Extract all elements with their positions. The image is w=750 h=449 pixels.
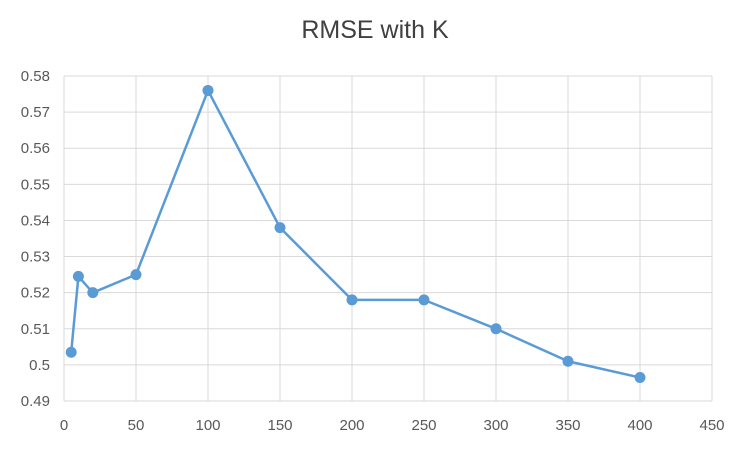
y-tick-label: 0.55: [21, 176, 50, 193]
y-tick-label: 0.57: [21, 104, 50, 121]
x-tick-label: 200: [339, 417, 364, 434]
y-tick-label: 0.52: [21, 285, 50, 302]
x-tick-label: 50: [128, 417, 145, 434]
x-tick-label: 450: [699, 417, 724, 434]
data-point: [562, 355, 574, 367]
data-point: [490, 323, 502, 335]
x-tick-label: 350: [555, 417, 580, 434]
x-tick-label: 100: [195, 417, 220, 434]
x-tick-label: 300: [483, 417, 508, 434]
data-series: [65, 84, 646, 384]
x-tick-label: 0: [60, 417, 68, 434]
data-point: [418, 294, 430, 306]
data-point: [634, 372, 646, 384]
x-tick-label: 150: [267, 417, 292, 434]
y-tick-label: 0.5: [29, 357, 50, 374]
gridlines: [63, 75, 713, 402]
series-line: [69, 89, 641, 379]
data-point: [274, 222, 286, 234]
y-tick-label: 0.58: [21, 68, 50, 85]
y-axis-ticks: 0.49 0.5 0.51 0.52 0.53 0.54 0.55 0.56 0.57 0.58: [21, 68, 50, 410]
y-tick-label: 0.49: [21, 393, 50, 410]
y-tick-label: 0.54: [21, 212, 50, 229]
y-tick-label: 0.51: [21, 321, 50, 338]
data-point: [87, 287, 99, 299]
data-point: [130, 269, 142, 281]
data-point: [65, 346, 77, 358]
x-tick-label: 400: [627, 417, 652, 434]
x-axis-ticks: 0 50 100 150 200 250 300 350 400 450: [60, 417, 725, 434]
y-tick-label: 0.56: [21, 140, 50, 157]
data-point: [72, 270, 84, 282]
chart-title: RMSE with K: [301, 16, 449, 44]
data-point: [346, 294, 358, 306]
x-tick-label: 250: [411, 417, 436, 434]
y-tick-label: 0.53: [21, 249, 50, 266]
data-point: [202, 84, 214, 96]
